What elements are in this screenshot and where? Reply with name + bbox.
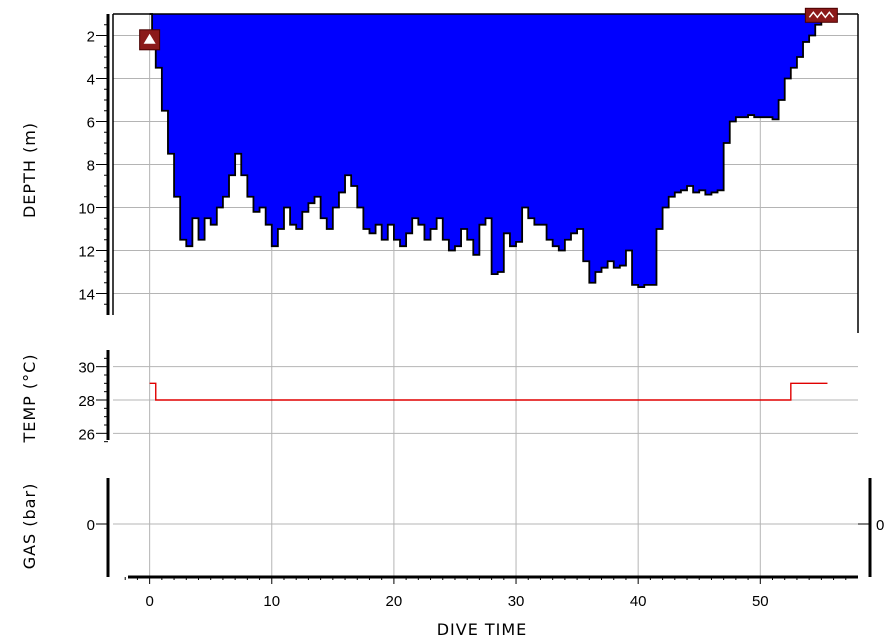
x-axis-title: DIVE TIME	[437, 620, 528, 639]
x-tick-label: 40	[630, 593, 647, 610]
x-tick-label: 50	[752, 593, 769, 610]
depth-profile	[149, 13, 823, 288]
temp-axis-title: TEMP (°C)	[20, 353, 39, 443]
gas-axis-title: GAS (bar)	[20, 483, 39, 570]
temperature-profile	[149, 382, 828, 401]
surface-marker-glyph	[808, 11, 834, 19]
depth-tick-label: 14	[78, 287, 95, 304]
axes: 0 10 20 30 40 50 2 4 6 8 10 12 14 26 28 30 0 0	[78, 13, 884, 610]
temperature-line	[149, 382, 828, 401]
temp-tick-label: 28	[78, 393, 95, 410]
dive-markers	[139, 7, 838, 51]
x-tick-label: 20	[386, 593, 403, 610]
x-tick-label: 10	[263, 593, 280, 610]
depth-tick-label: 2	[87, 29, 95, 46]
surface-marker-icon	[804, 7, 838, 23]
descent-marker-glyph	[143, 33, 156, 44]
descent-marker-icon	[139, 29, 161, 51]
depth-tick-label: 6	[87, 115, 95, 132]
depth-area	[149, 14, 822, 288]
depth-tick-label: 12	[78, 244, 95, 261]
temp-tick-label: 30	[78, 360, 95, 377]
depth-outline	[149, 13, 823, 288]
x-tick-label: 0	[145, 593, 153, 610]
depth-tick-label: 10	[78, 201, 95, 218]
gas-right-tick-label: 0	[876, 517, 884, 534]
x-tick-label: 30	[508, 593, 525, 610]
depth-tick-label: 8	[87, 158, 95, 175]
temp-tick-label: 26	[78, 426, 95, 443]
depth-axis-title: DEPTH (m)	[20, 122, 39, 218]
gas-tick-label: 0	[87, 517, 95, 534]
depth-tick-label: 4	[87, 72, 95, 89]
